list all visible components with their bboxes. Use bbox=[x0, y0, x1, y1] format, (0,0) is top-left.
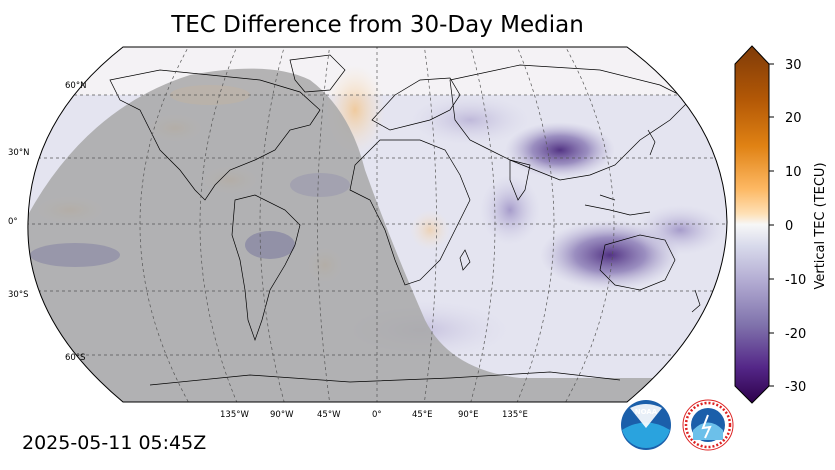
colorbar-tick-minus20: -20 bbox=[785, 327, 806, 342]
map-title: TEC Difference from 30-Day Median bbox=[171, 12, 584, 38]
lat-label-30s: 30°S bbox=[8, 290, 28, 300]
globe-outline bbox=[27, 46, 728, 403]
noaa-logo: NOAA bbox=[621, 400, 671, 450]
lon-label-45e: 45°E bbox=[412, 410, 432, 420]
colorbar-label: Vertical TEC (TECU) bbox=[813, 162, 828, 289]
colorbar-tick-20: 20 bbox=[785, 111, 802, 126]
night-shade bbox=[27, 68, 727, 402]
lat-label-60s: 60°S bbox=[65, 353, 85, 363]
lon-label-0: 0° bbox=[372, 410, 382, 420]
lon-label-90w: 90°W bbox=[270, 410, 294, 420]
colorbar-tick-30: 30 bbox=[785, 58, 802, 73]
timestamp: 2025-05-11 05:45Z bbox=[22, 432, 207, 454]
lat-label-30n: 30°N bbox=[8, 148, 29, 158]
colorbar-tick-minus10: -10 bbox=[785, 273, 806, 288]
colorbar: 30 20 10 0 -10 -20 -30 Vertical TEC (TEC… bbox=[734, 45, 828, 404]
lon-label-90e: 90°E bbox=[458, 410, 478, 420]
nws-logo bbox=[682, 399, 734, 451]
colorbar-tick-0: 0 bbox=[785, 219, 793, 234]
lon-label-45w: 45°W bbox=[317, 410, 341, 420]
svg-text:NOAA: NOAA bbox=[635, 408, 658, 416]
lon-label-135e: 135°E bbox=[502, 410, 528, 420]
colorbar-tick-minus30: -30 bbox=[785, 380, 806, 395]
lat-label-60n: 60°N bbox=[65, 81, 86, 91]
lat-label-0: 0° bbox=[8, 217, 18, 227]
lon-label-135w: 135°W bbox=[220, 410, 249, 420]
coastlines bbox=[109, 54, 701, 386]
colorbar-tick-10: 10 bbox=[785, 165, 802, 180]
graticule bbox=[27, 47, 727, 402]
globe-map bbox=[27, 47, 727, 402]
